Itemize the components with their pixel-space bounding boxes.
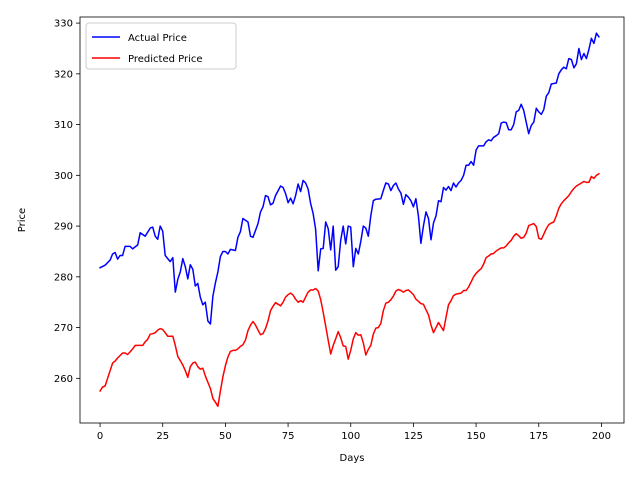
- plot-area: [99, 32, 600, 408]
- y-axis-label: Price: [17, 208, 28, 232]
- x-tick-label: 50: [219, 431, 232, 442]
- x-axis: 0 25 50 75 100 125 150 175 200: [97, 423, 611, 442]
- x-tick-label: 25: [156, 431, 169, 442]
- x-tick-label: 0: [97, 431, 103, 442]
- x-tick-label: 200: [592, 431, 611, 442]
- x-tick-label: 150: [467, 431, 486, 442]
- legend-box: [85, 22, 237, 70]
- y-tick-label: 270: [54, 323, 73, 334]
- y-tick-label: 330: [54, 19, 73, 30]
- x-axis-label: Days: [340, 453, 365, 464]
- y-tick-label: 310: [54, 120, 73, 131]
- x-tick-label: 100: [341, 431, 360, 442]
- x-tick-label: 175: [529, 431, 548, 442]
- axes-frame: [79, 16, 625, 424]
- x-tick-label: 125: [404, 431, 423, 442]
- y-tick-label: 290: [54, 222, 73, 233]
- legend: Actual Price Predicted Price: [85, 22, 237, 70]
- legend-label: Actual Price: [128, 33, 187, 44]
- y-tick-label: 300: [54, 171, 73, 182]
- series-line-predicted-price: [99, 172, 600, 408]
- legend-items: Actual Price Predicted Price: [92, 33, 203, 65]
- y-tick-label: 260: [54, 374, 73, 385]
- y-axis: 260 270 280 290 300 310 320 330: [54, 19, 80, 385]
- y-tick-label: 320: [54, 69, 73, 80]
- x-tick-label: 75: [282, 431, 295, 442]
- y-tick-label: 280: [54, 272, 73, 283]
- series-line-actual-price: [99, 32, 600, 325]
- series-layer: [99, 32, 600, 408]
- legend-label: Predicted Price: [128, 54, 203, 65]
